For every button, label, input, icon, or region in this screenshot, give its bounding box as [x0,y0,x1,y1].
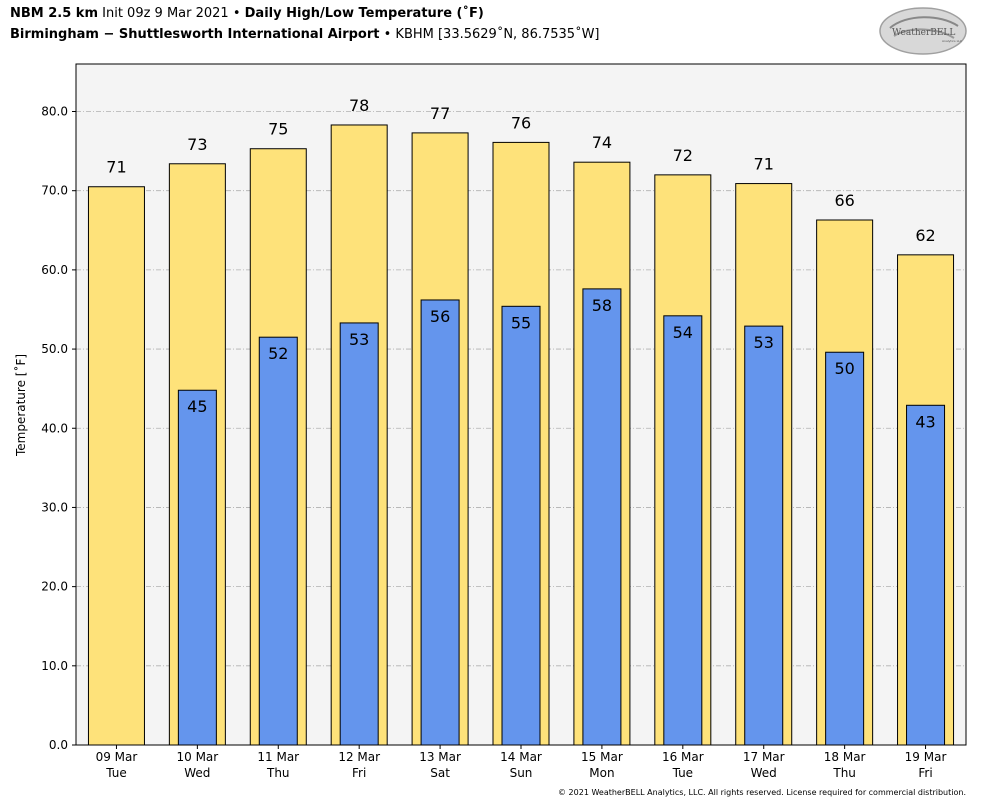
x-tick-date: 09 Mar [96,750,138,764]
model-name: NBM 2.5 km [10,6,98,21]
high-temp-label: 62 [915,226,935,245]
low-temp-label: 58 [592,296,612,315]
x-axis: 09 Mar Tue 10 Mar Wed 11 Mar Thu 12 Mar Fri 13 M… [96,745,947,780]
x-tick-date: 12 Mar [338,750,380,764]
x-tick-weekday: Tue [672,766,694,780]
low-temp-bar [582,288,622,746]
y-axis-title: Temperature [˚F] [13,354,28,457]
copyright-footer: © 2021 WeatherBELL Analytics, LLC. All r… [558,788,966,797]
low-temp-bar [420,299,460,746]
low-temp-label: 53 [754,333,774,352]
y-tick-label: 50.0 [41,342,68,356]
x-tick-weekday: Sun [510,766,533,780]
low-temp-label: 56 [430,307,450,326]
x-tick-weekday: Tue [105,766,127,780]
x-tick-weekday: Fri [918,766,932,780]
x-tick-weekday: Wed [751,766,777,780]
low-temp-bar [177,389,217,746]
y-tick-label: 60.0 [41,263,68,277]
station-info: KBHM [33.5629˚N, 86.7535˚W] [395,27,600,42]
low-temp-label: 54 [673,323,693,342]
x-tick-weekday: Thu [266,766,290,780]
init-time: Init 09z 9 Mar 2021 [102,6,229,21]
high-temp-label: 71 [754,155,774,174]
low-temp-bar [663,315,703,746]
x-tick-date: 11 Mar [257,750,299,764]
x-tick-date: 19 Mar [905,750,947,764]
high-temp-label: 76 [511,113,531,132]
chart-title-line-1: NBM 2.5 km Init 09z 9 Mar 2021 • Daily H… [10,6,484,21]
y-tick-label: 30.0 [41,500,68,514]
logo-subtext: Analytics LLC [942,39,962,43]
y-axis: 0.0 10.0 20.0 30.0 40.0 50.0 60.0 70.0 80.0 [41,105,76,752]
x-tick-date: 14 Mar [500,750,542,764]
low-temp-bar [744,325,784,746]
y-tick-label: 80.0 [41,105,68,119]
y-tick-label: 20.0 [41,580,68,594]
product-name: Daily High/Low Temperature (˚F) [244,6,484,21]
x-tick-weekday: Wed [184,766,210,780]
high-temp-label: 72 [673,146,693,165]
high-temp-bar [87,186,145,746]
x-tick-weekday: Sat [430,766,450,780]
y-tick-label: 40.0 [41,421,68,435]
y-tick-label: 70.0 [41,184,68,198]
x-tick-weekday: Mon [589,766,614,780]
low-temp-label: 52 [268,344,288,363]
low-temp-bar [501,305,541,746]
low-temp-label: 55 [511,313,531,332]
x-tick-date: 17 Mar [743,750,785,764]
x-tick-date: 16 Mar [662,750,704,764]
high-temp-label: 66 [834,191,854,210]
x-tick-date: 13 Mar [419,750,461,764]
high-temp-label: 77 [430,104,450,123]
x-tick-weekday: Thu [832,766,856,780]
y-tick-label: 10.0 [41,659,68,673]
location-name: Birmingham − Shuttlesworth International… [10,27,380,42]
weatherbell-logo: WeatherBELL Analytics LLC [879,7,967,55]
high-temp-label: 78 [349,96,369,115]
low-temp-bar [258,336,298,746]
bars: 71 73 45 75 52 78 53 77 56 76 55 74 58 72 54 71 53 66 50 62… [87,96,955,746]
logo-text: WeatherBELL [892,28,955,38]
low-temp-label: 43 [915,412,935,431]
x-tick-date: 18 Mar [824,750,866,764]
low-temp-bar [906,404,946,746]
x-tick-weekday: Fri [352,766,366,780]
high-temp-label: 74 [592,133,612,152]
low-temp-label: 53 [349,330,369,349]
high-temp-label: 73 [187,135,207,154]
x-tick-date: 15 Mar [581,750,623,764]
low-temp-bar [825,351,865,746]
high-temp-label: 75 [268,120,288,139]
x-tick-date: 10 Mar [176,750,218,764]
low-temp-bar [339,322,379,746]
chart-title-line-2: Birmingham − Shuttlesworth International… [10,27,600,42]
y-tick-label: 0.0 [49,738,68,752]
plot-frame [75,63,967,746]
low-temp-label: 50 [834,359,854,378]
high-temp-label: 71 [106,158,126,177]
low-temp-label: 45 [187,397,207,416]
